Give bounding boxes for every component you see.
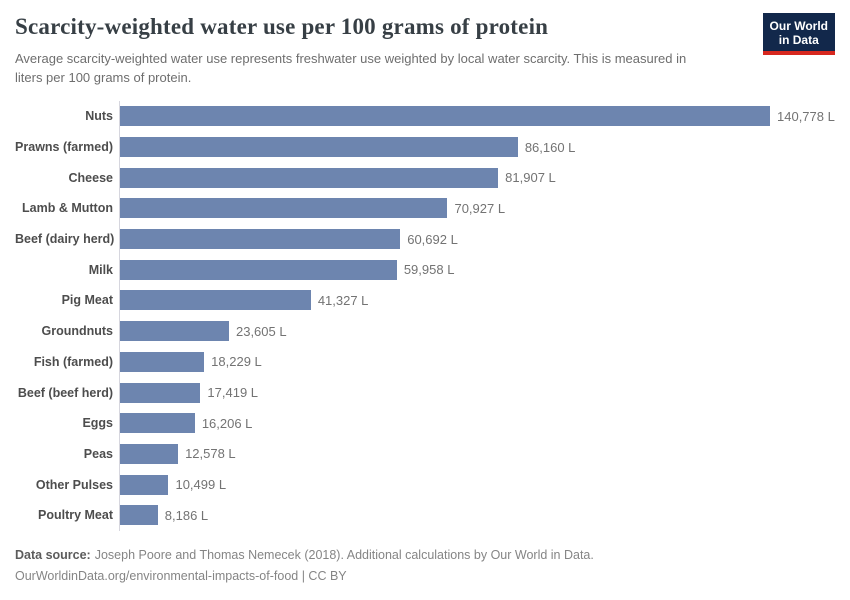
bar[interactable] — [120, 137, 518, 158]
bar-row: Peas 12,578 L — [15, 438, 835, 470]
bar-track: 60,692 L — [119, 223, 835, 255]
bar-track: 17,419 L — [119, 377, 835, 408]
bar[interactable] — [120, 167, 499, 188]
bar[interactable] — [120, 413, 195, 434]
bar[interactable] — [120, 198, 448, 219]
chart-title: Scarcity-weighted water use per 100 gram… — [15, 14, 549, 39]
value-label: 10,499 L — [175, 477, 227, 493]
bar-row: Cheese 81,907 L — [15, 162, 835, 194]
bar[interactable] — [120, 474, 169, 495]
value-label: 8,186 L — [164, 507, 209, 523]
bar-row: Nuts 140,778 L — [15, 101, 835, 132]
bar-row: Other Pulses 10,499 L — [15, 469, 835, 500]
bar-row: Poultry Meat 8,186 L — [15, 499, 835, 531]
chart-header: Scarcity-weighted water use per 100 gram… — [15, 13, 835, 87]
category-label: Peas — [83, 446, 113, 461]
bar-track: 59,958 L — [119, 254, 835, 286]
category-label: Nuts — [85, 109, 113, 124]
owid-logo[interactable]: Our World in Data — [762, 13, 835, 55]
bar[interactable] — [120, 382, 201, 403]
category-label: Other Pulses — [35, 477, 113, 492]
category-label: Beef (dairy herd) — [15, 232, 115, 247]
category-label: Milk — [88, 262, 113, 277]
value-label: 81,907 L — [505, 170, 556, 186]
owid-logo-line2: in Data — [778, 33, 819, 47]
bar-track: 140,778 L — [119, 101, 835, 132]
category-label: Pig Meat — [61, 293, 113, 308]
category-label: Cheese — [68, 170, 113, 185]
bar-track: 81,907 L — [119, 162, 835, 194]
category-label: Prawns (farmed) — [15, 140, 113, 155]
value-label: 86,160 L — [524, 139, 576, 155]
bar-track: 16,206 L — [119, 407, 835, 439]
bar-row: Milk 59,958 L — [15, 254, 835, 286]
bar-row: Pig Meat 41,327 L — [15, 285, 835, 316]
footer-link[interactable]: OurWorldinData.org/environmental-impacts… — [15, 568, 347, 583]
bar-row: Fish (farmed) 18,229 L — [15, 346, 835, 378]
bar-track: 18,229 L — [119, 346, 835, 378]
bar-chart: Nuts 140,778 L Prawns (farmed) 86,160 L Chee… — [15, 101, 835, 531]
bar[interactable] — [120, 443, 179, 464]
category-label: Poultry Meat — [37, 508, 113, 523]
value-label: 16,206 L — [201, 415, 253, 431]
chart-page: Scarcity-weighted water use per 100 gram… — [15, 13, 835, 587]
category-label: Groundnuts — [41, 324, 113, 339]
bar[interactable] — [120, 321, 229, 342]
bar-row: Eggs 16,206 L — [15, 407, 835, 439]
value-label: 41,327 L — [317, 292, 369, 308]
bar-track: 8,186 L — [119, 499, 835, 531]
bar[interactable] — [120, 351, 205, 372]
category-label: Beef (beef herd) — [17, 385, 113, 400]
bar[interactable] — [120, 505, 158, 526]
bar[interactable] — [120, 259, 397, 280]
chart-subtitle: Average scarcity-weighted water use repr… — [15, 51, 687, 85]
category-label: Fish (farmed) — [33, 354, 113, 369]
value-label: 12,578 L — [185, 446, 236, 462]
bar-row: Prawns (farmed) 86,160 L — [15, 131, 835, 163]
category-label: Lamb & Mutton — [22, 201, 113, 216]
bar-track: 70,927 L — [119, 193, 835, 224]
chart-footer: Data source: Joseph Poore and Thomas Neme… — [15, 545, 835, 587]
bar-track: 86,160 L — [119, 131, 835, 163]
bar-track: 41,327 L — [119, 285, 835, 316]
value-label: 18,229 L — [211, 354, 262, 370]
bar-row: Lamb & Mutton 70,927 L — [15, 193, 835, 224]
bar[interactable] — [120, 290, 311, 311]
bar-track: 12,578 L — [119, 438, 835, 470]
bar-row: Beef (beef herd) 17,419 L — [15, 377, 835, 408]
bar-track: 10,499 L — [119, 469, 835, 500]
bar-row: Beef (dairy herd) 60,692 L — [15, 223, 835, 255]
owid-logo-line1: Our World — [769, 19, 828, 33]
category-label: Eggs — [82, 416, 113, 431]
bar-row: Groundnuts 23,605 L — [15, 315, 835, 347]
value-label: 23,605 L — [235, 323, 287, 339]
value-label: 59,958 L — [403, 262, 455, 278]
value-label: 70,927 L — [454, 200, 506, 216]
bar[interactable] — [120, 106, 770, 127]
bar-track: 23,605 L — [119, 315, 835, 347]
value-label: 60,692 L — [407, 231, 458, 247]
value-label: 17,419 L — [207, 385, 259, 401]
value-label: 140,778 L — [777, 108, 835, 124]
bar[interactable] — [120, 229, 401, 250]
data-source-label: Data source: — [15, 547, 91, 562]
data-source-text: Joseph Poore and Thomas Nemecek (2018). … — [94, 547, 594, 562]
